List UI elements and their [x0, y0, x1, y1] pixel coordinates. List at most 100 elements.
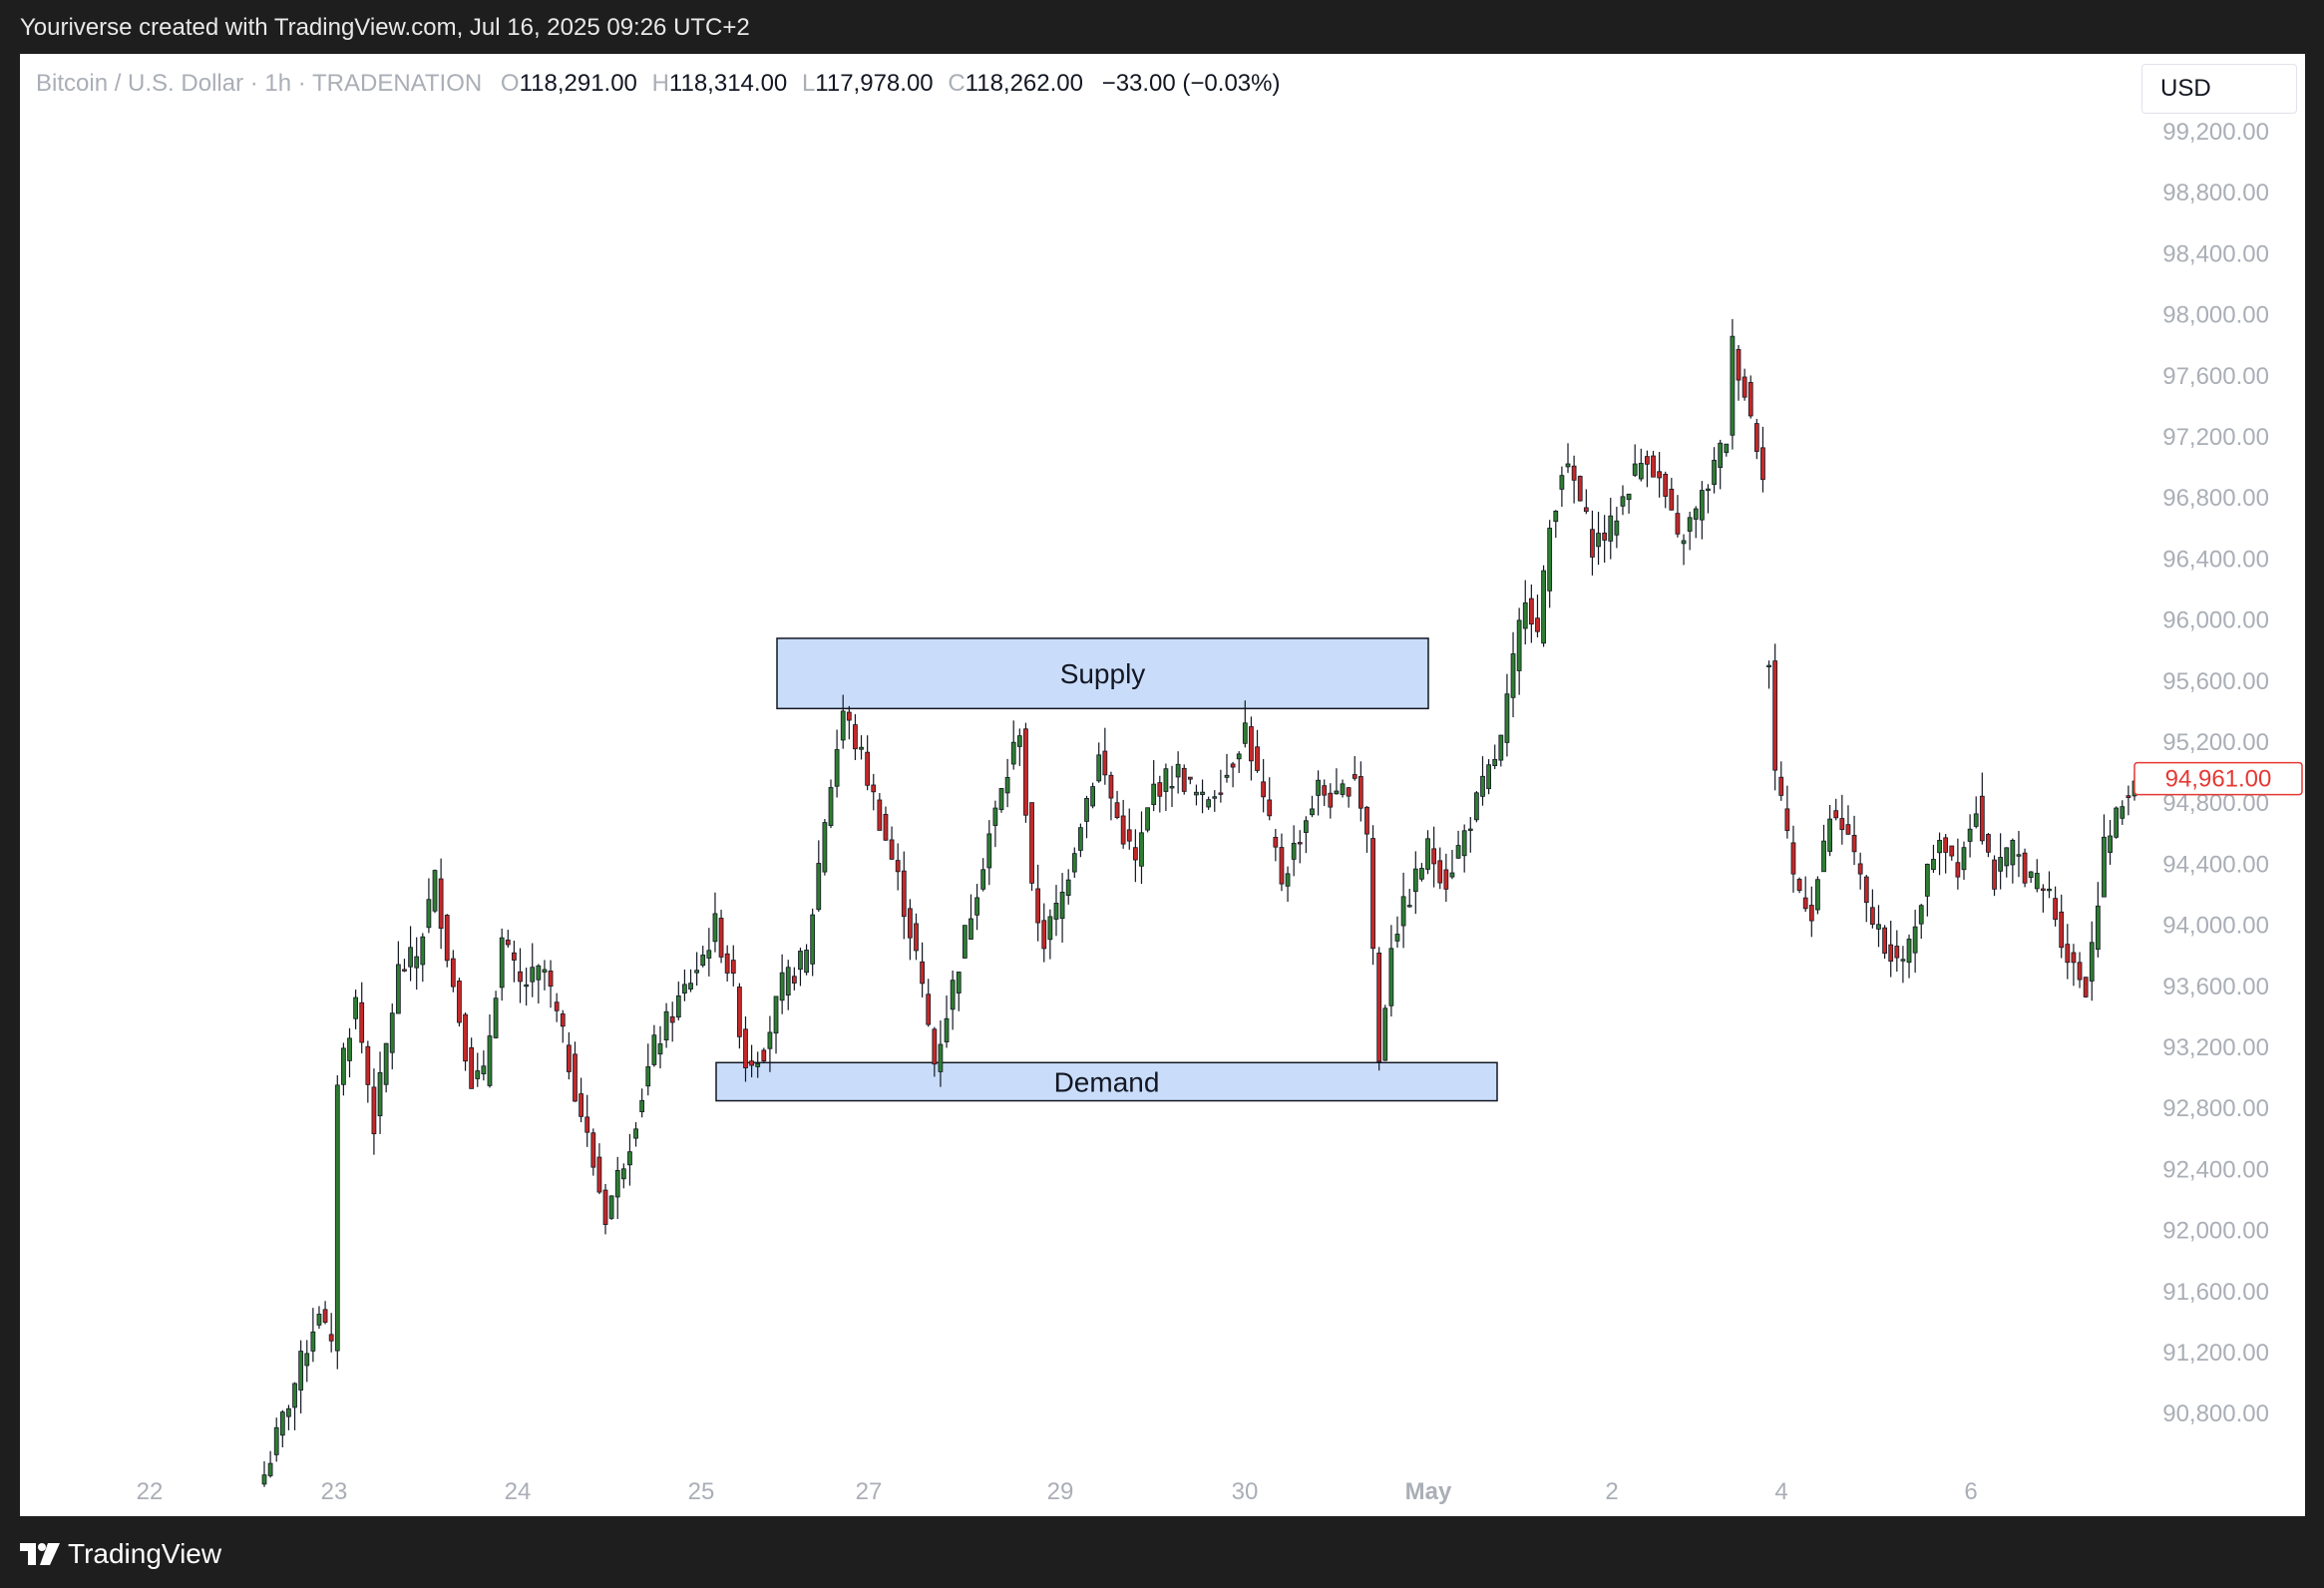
- candle: [1967, 814, 1973, 858]
- symbol-description[interactable]: Bitcoin / U.S. Dollar · 1h · TRADENATION: [36, 70, 483, 97]
- last-price-label: 94,961.00: [2165, 766, 2272, 793]
- candle: [883, 806, 889, 841]
- candle: [1516, 607, 1522, 695]
- change-value: −33.00 (−0.03%): [1101, 70, 1281, 97]
- candle: [1334, 768, 1340, 795]
- candle: [1400, 872, 1406, 949]
- supply-zone[interactable]: [776, 637, 1429, 710]
- candle: [310, 1308, 316, 1363]
- candle: [1346, 787, 1352, 808]
- candle: [1724, 443, 1730, 457]
- candle: [1181, 764, 1187, 795]
- candle: [1041, 903, 1047, 963]
- candle: [986, 820, 992, 886]
- candle: [1876, 905, 1881, 948]
- candle: [1583, 489, 1589, 515]
- x-tick-label: 2: [1605, 1478, 1618, 1505]
- candle: [1645, 450, 1650, 488]
- candle: [962, 925, 968, 959]
- candle: [1937, 832, 1942, 876]
- candle: [1206, 796, 1212, 810]
- candle: [608, 1195, 614, 1220]
- candle: [730, 945, 736, 987]
- candle: [2047, 871, 2052, 899]
- candle: [938, 1020, 944, 1087]
- candle: [2016, 831, 2022, 878]
- candle: [1522, 580, 1528, 645]
- candle: [1961, 841, 1967, 880]
- candle: [1249, 716, 1254, 781]
- candle: [974, 884, 979, 931]
- candle: [1340, 779, 1346, 798]
- candle: [1906, 934, 1912, 979]
- candle: [1772, 643, 1778, 791]
- candle: [926, 979, 932, 1027]
- footer-bar: TradingView: [0, 1516, 2324, 1588]
- candle: [620, 1163, 626, 1189]
- candle: [1808, 886, 1814, 938]
- candle: [1394, 916, 1400, 949]
- candle: [645, 1043, 651, 1096]
- candle: [475, 1052, 481, 1087]
- candle: [1590, 510, 1595, 576]
- candle: [1267, 777, 1273, 821]
- open-label: O: [500, 70, 520, 97]
- currency-button[interactable]: USD: [2141, 64, 2297, 114]
- candle: [512, 941, 517, 983]
- candle: [414, 937, 420, 991]
- candle: [316, 1306, 322, 1330]
- candle: [365, 1040, 371, 1103]
- candle: [2071, 944, 2077, 987]
- candle: [590, 1128, 596, 1176]
- candle: [2095, 882, 2101, 958]
- candle: [1431, 826, 1437, 888]
- candle: [408, 926, 413, 982]
- y-tick-label: 95,200.00: [2162, 729, 2269, 756]
- candle: [1687, 512, 1693, 551]
- candle: [1747, 375, 1753, 419]
- candle: [1065, 869, 1071, 905]
- candle: [998, 788, 1004, 813]
- candle: [1059, 873, 1065, 943]
- candle: [1071, 847, 1077, 879]
- candle: [1236, 751, 1242, 773]
- candle: [286, 1404, 291, 1430]
- tradingview-logo[interactable]: TradingView: [20, 1538, 221, 1570]
- candle: [1480, 756, 1485, 806]
- high-value: 118,314.00: [668, 70, 788, 97]
- candle: [524, 968, 530, 1006]
- candles-layer: [261, 318, 2137, 1487]
- candle: [944, 995, 950, 1048]
- candle: [804, 944, 809, 976]
- candle: [663, 1002, 669, 1048]
- x-tick-label: 6: [1964, 1478, 1977, 1505]
- candle: [1730, 318, 1736, 450]
- candle: [389, 1003, 395, 1070]
- candle: [1114, 790, 1120, 820]
- demand-zone[interactable]: [715, 1061, 1498, 1102]
- candle: [1304, 816, 1309, 854]
- chart-panel[interactable]: Supply Demand 99,200.00 98,800.00 98,400.00…: [20, 54, 2305, 1516]
- price-chart[interactable]: Supply Demand 99,200.00 98,800.00 98,400.00…: [20, 54, 2305, 1516]
- candle: [688, 969, 693, 992]
- attribution-bar: Youriverse created with TradingView.com,…: [0, 0, 2324, 54]
- candle: [554, 992, 560, 1022]
- candle: [1352, 756, 1357, 781]
- y-tick-label: 92,000.00: [2162, 1218, 2269, 1245]
- candle: [1949, 845, 1955, 861]
- y-tick-label: 97,200.00: [2162, 424, 2269, 451]
- candle: [1443, 853, 1449, 903]
- candle: [1328, 783, 1334, 819]
- candle: [359, 982, 365, 1054]
- candle: [1681, 534, 1687, 566]
- candle: [1931, 844, 1936, 873]
- candle: [1090, 782, 1095, 809]
- y-tick-label: 96,000.00: [2162, 607, 2269, 634]
- candle: [377, 1051, 383, 1134]
- x-tick-label: 24: [505, 1478, 532, 1505]
- candle: [834, 729, 840, 798]
- candle: [627, 1133, 632, 1186]
- candle: [1224, 753, 1230, 783]
- candle: [1388, 925, 1394, 1017]
- candle: [1790, 825, 1796, 893]
